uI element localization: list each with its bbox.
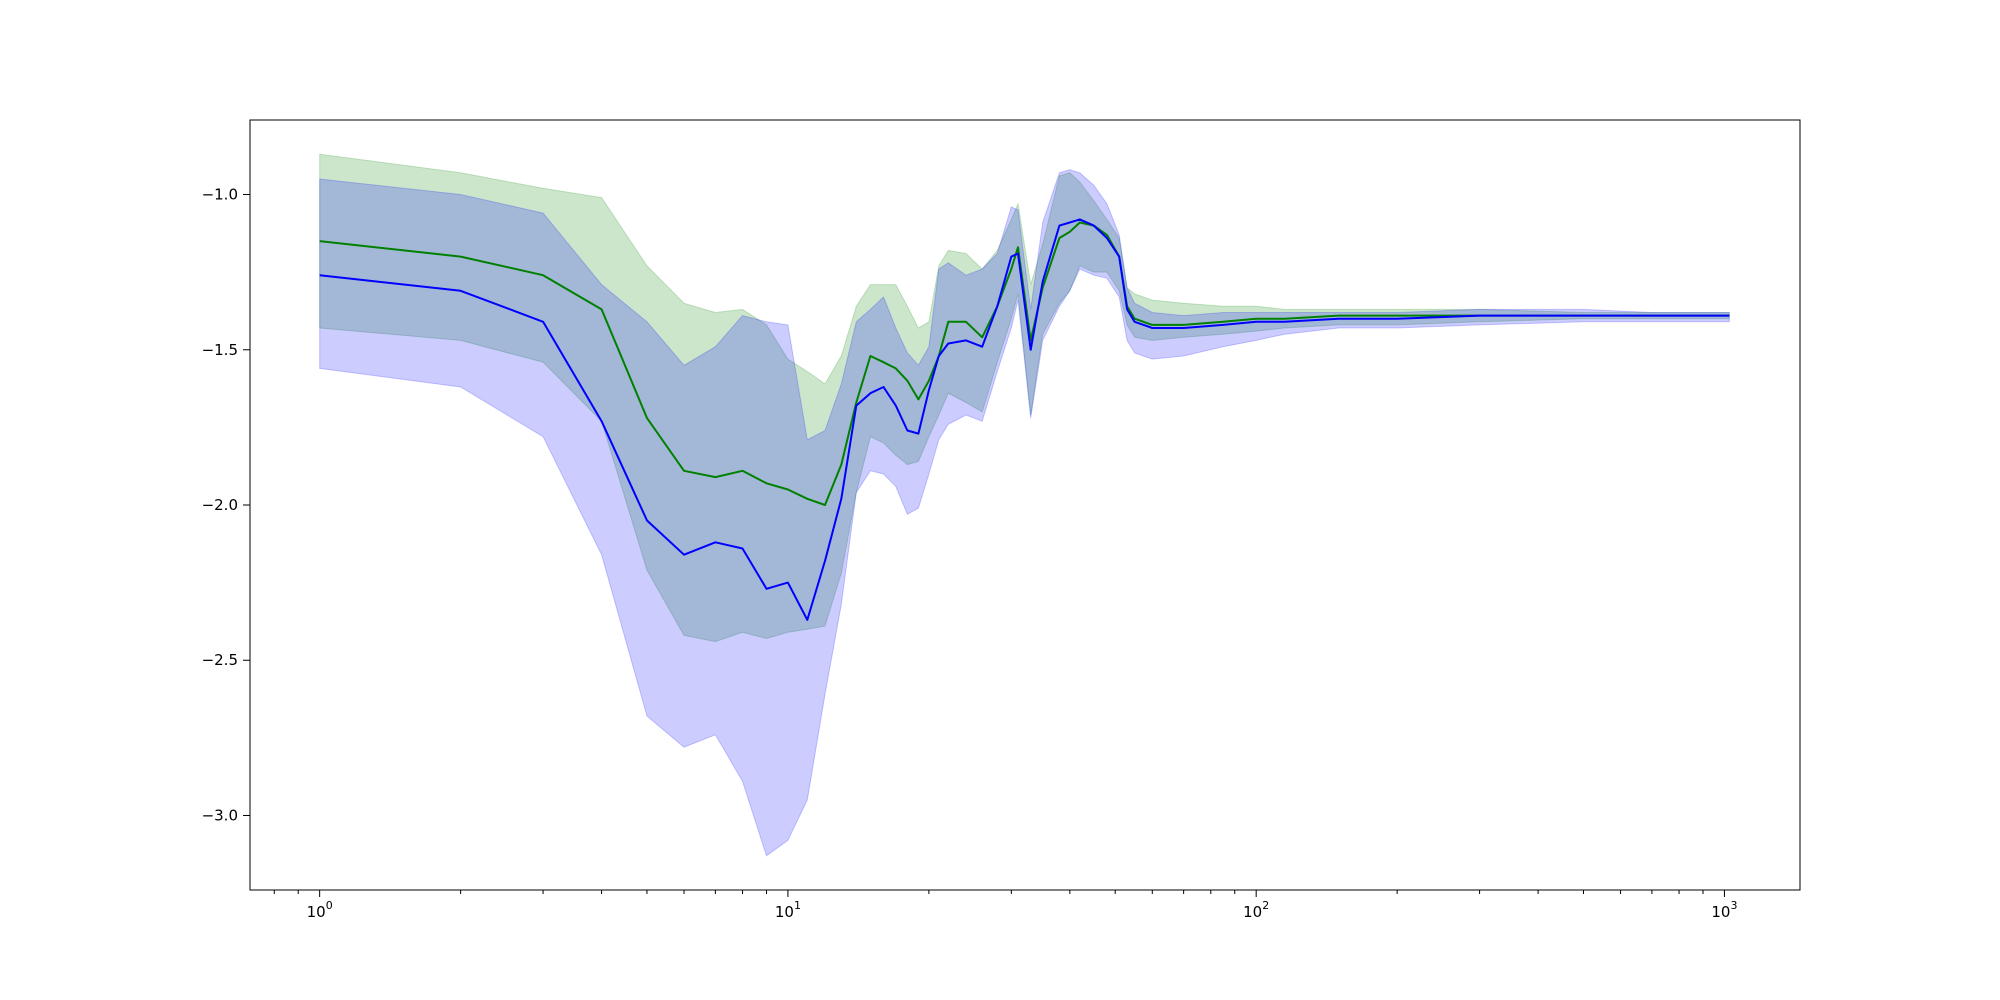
- x-tick-label: 101: [775, 899, 801, 921]
- confidence-bands: [319, 153, 1730, 857]
- series-lines: [319, 218, 1730, 621]
- y-tick-label: −1.5: [202, 341, 238, 359]
- x-tick-label: 103: [1711, 899, 1737, 921]
- x-tick-label: 102: [1243, 899, 1269, 921]
- y-tick-label: −1.0: [202, 186, 238, 204]
- x-axis-ticks: 100 101 102 103: [273, 890, 1737, 921]
- x-tick-label: 100: [307, 899, 333, 921]
- series-2-line: [319, 218, 1730, 621]
- series-2-band: [319, 169, 1730, 857]
- y-tick-label: −2.5: [202, 651, 238, 669]
- series-1-line: [319, 221, 1730, 506]
- y-axis-ticks: −1.0 −1.5 −2.0 −2.5 −3.0: [202, 186, 250, 824]
- series-1-band: [319, 153, 1730, 643]
- y-tick-label: −3.0: [202, 806, 238, 824]
- y-tick-label: −2.0: [202, 496, 238, 514]
